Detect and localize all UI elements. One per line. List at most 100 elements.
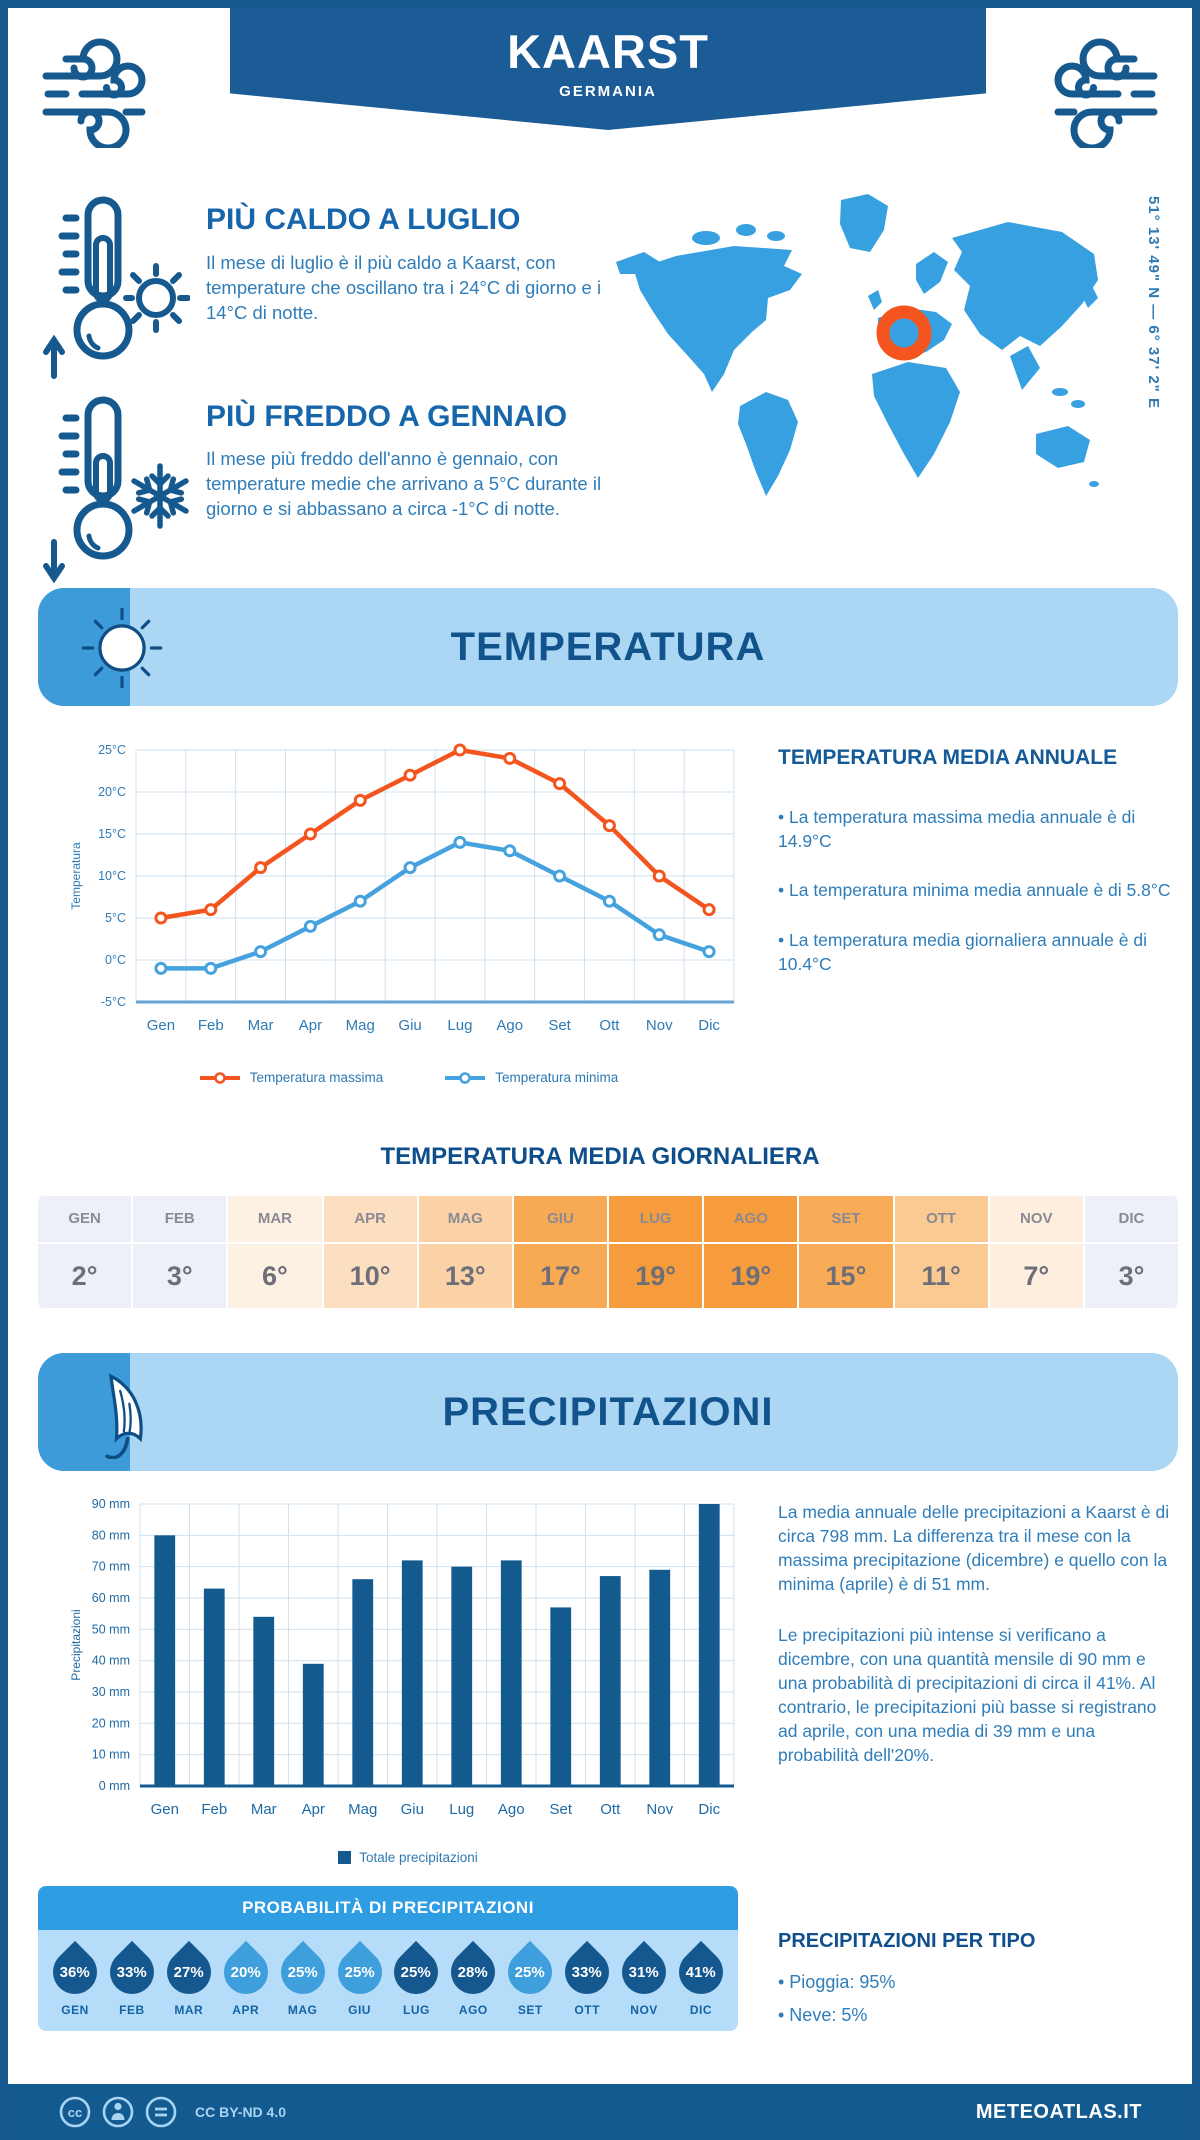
location-title: KAARST: [507, 25, 709, 78]
drop-month-label: AGO: [458, 2003, 488, 2017]
svg-text:Set: Set: [548, 1017, 571, 1034]
water-drop-icon: 25%: [385, 1940, 448, 2004]
month-mean-temperature: 19°: [704, 1244, 798, 1308]
probability-drops-row: 36% GEN 33% FEB 27% MAR 20% APR 25% MAG 25% GIU 25% L…: [38, 1930, 738, 2031]
probability-drop-column: 20% APR: [214, 1940, 277, 2017]
warm-highlight-title: PIÙ CALDO A LUGLIO: [206, 203, 521, 236]
location-marker: [876, 305, 932, 361]
water-drop-icon: 33%: [556, 1940, 619, 2004]
location-country: GERMANIA: [559, 83, 657, 100]
month-mean-temperature: 3°: [1084, 1244, 1178, 1308]
month-name: AGO: [704, 1196, 798, 1242]
legend-item: Totale precipitazioni: [338, 1850, 478, 1865]
license-badges: cc CC BY-ND 4.0: [58, 2095, 286, 2129]
cc-by-person-icon: [102, 2096, 134, 2128]
drop-month-label: MAR: [174, 2003, 204, 2017]
month-column: LUG 19°: [609, 1196, 703, 1308]
month-mean-temperature: 3°: [133, 1244, 227, 1308]
temperature-line-chart: -5°C 0°C 5°C 10°C 15°C 20°C 25°C Gen Feb Mar Apr Ma…: [66, 730, 750, 1070]
svg-text:30 mm: 30 mm: [92, 1685, 130, 1699]
svg-text:Mar: Mar: [248, 1017, 274, 1034]
precipitation-text: La media annuale delle precipitazioni a …: [778, 1500, 1178, 1793]
probability-drop-column: 33% FEB: [100, 1940, 164, 2017]
month-mean-temperature: 11°: [894, 1244, 988, 1308]
svg-text:Giu: Giu: [401, 1801, 424, 1818]
temperature-chart-legend: Temperatura massima Temperatura minima: [66, 1070, 750, 1085]
svg-text:50 mm: 50 mm: [92, 1622, 130, 1636]
svg-text:Gen: Gen: [151, 1801, 179, 1818]
annual-max-bullet: • La temperatura massima media annuale è…: [778, 807, 1136, 851]
svg-text:Lug: Lug: [447, 1017, 472, 1034]
month-column: MAG 13°: [418, 1196, 512, 1308]
month-mean-temperature: 2°: [38, 1244, 132, 1308]
warm-highlight-text: Il mese di luglio è il più caldo a Kaars…: [206, 252, 602, 324]
precipitation-types-title: PRECIPITAZIONI PER TIPO: [778, 1930, 1036, 1952]
svg-text:40 mm: 40 mm: [92, 1654, 130, 1668]
daily-table-title: TEMPERATURA MEDIA GIORNALIERA: [380, 1143, 820, 1170]
svg-text:-5°C: -5°C: [101, 995, 126, 1009]
month-name: MAG: [418, 1196, 512, 1242]
probability-drop-column: 31% NOV: [612, 1940, 676, 2017]
probability-drop-column: 25% LUG: [385, 1940, 448, 2017]
month-mean-temperature: 17°: [513, 1244, 608, 1308]
month-mean-temperature: 10°: [323, 1244, 417, 1308]
water-drop-icon: 27%: [157, 1940, 220, 2004]
month-column: NOV 7°: [989, 1196, 1083, 1308]
legend-item: Temperatura minima: [443, 1070, 618, 1085]
annual-temperature-title: TEMPERATURA MEDIA ANNUALE: [778, 746, 1118, 769]
drop-month-label: DIC: [689, 2003, 713, 2017]
arrow-down-icon: [43, 539, 65, 584]
month-mean-temperature: 13°: [418, 1244, 512, 1308]
svg-text:Feb: Feb: [198, 1017, 224, 1034]
month-name: FEB: [133, 1196, 227, 1242]
drop-month-label: SET: [517, 2003, 543, 2017]
svg-text:Mag: Mag: [346, 1017, 375, 1034]
rain-bullet: • Pioggia: 95%: [778, 1972, 896, 1992]
month-name: DIC: [1084, 1196, 1178, 1242]
probability-drop-column: 27% MAR: [157, 1940, 220, 2017]
drop-month-label: GIU: [348, 2003, 371, 2017]
drop-month-label: OTT: [574, 2003, 600, 2017]
probability-drop-column: 28% AGO: [442, 1940, 505, 2017]
precipitation-bar-chart-svg: 0 mm 10 mm 20 mm 30 mm 40 mm 50 mm 60 mm 70 mm 8…: [69, 1497, 735, 1818]
wind-icon-left: [42, 38, 146, 148]
svg-text:Ago: Ago: [498, 1801, 525, 1818]
temperature-section-banner: TEMPERATURA: [38, 588, 1178, 706]
svg-text:20 mm: 20 mm: [92, 1716, 130, 1730]
svg-text:Ott: Ott: [600, 1801, 621, 1818]
month-mean-temperature: 6°: [228, 1244, 322, 1308]
month-column: OTT 11°: [894, 1196, 988, 1308]
svg-text:60 mm: 60 mm: [92, 1591, 130, 1605]
month-column: APR 10°: [323, 1196, 417, 1308]
water-drop-icon: 28%: [442, 1940, 505, 2004]
water-drop-icon: 36%: [43, 1940, 107, 2004]
svg-text:80 mm: 80 mm: [92, 1528, 130, 1542]
license-label: CC BY-ND 4.0: [195, 2104, 287, 2120]
wind-icon-right: [1054, 38, 1158, 148]
svg-text:Dic: Dic: [698, 1801, 720, 1818]
water-drop-icon: 25%: [499, 1940, 562, 2004]
water-drop-icon: 25%: [328, 1940, 391, 2004]
precipitation-bar-chart: 0 mm 10 mm 20 mm 30 mm 40 mm 50 mm 60 mm 70 mm 8…: [66, 1486, 750, 1846]
drop-month-label: FEB: [119, 2003, 145, 2017]
month-name: MAR: [228, 1196, 322, 1242]
snow-bullet: • Neve: 5%: [778, 2005, 868, 2025]
location-banner: KAARST GERMANIA: [230, 8, 986, 130]
probability-drop-column: 25% SET: [499, 1940, 562, 2017]
svg-text:70 mm: 70 mm: [92, 1560, 130, 1574]
water-drop-icon: 33%: [100, 1940, 164, 2004]
probability-drop-column: 25% GIU: [328, 1940, 391, 2017]
probability-drop-column: 36% GEN: [43, 1940, 107, 2017]
precipitation-types-list: • Pioggia: 95% • Neve: 5%: [778, 1960, 895, 2026]
probability-panel: PROBABILITÀ DI PRECIPITAZIONI 36% GEN 33% F…: [38, 1886, 738, 2031]
water-drop-icon: 25%: [271, 1940, 334, 2004]
month-name: APR: [323, 1196, 417, 1242]
precipitation-paragraph-2: Le precipitazioni più intense si verific…: [778, 1624, 1157, 1766]
svg-text:Gen: Gen: [147, 1017, 175, 1034]
precipitation-section-banner: PRECIPITAZIONI: [38, 1353, 1178, 1471]
month-column: AGO 19°: [704, 1196, 798, 1308]
svg-text:Feb: Feb: [201, 1801, 227, 1818]
svg-text:Mar: Mar: [251, 1801, 277, 1818]
snowflake-icon: [130, 463, 190, 529]
